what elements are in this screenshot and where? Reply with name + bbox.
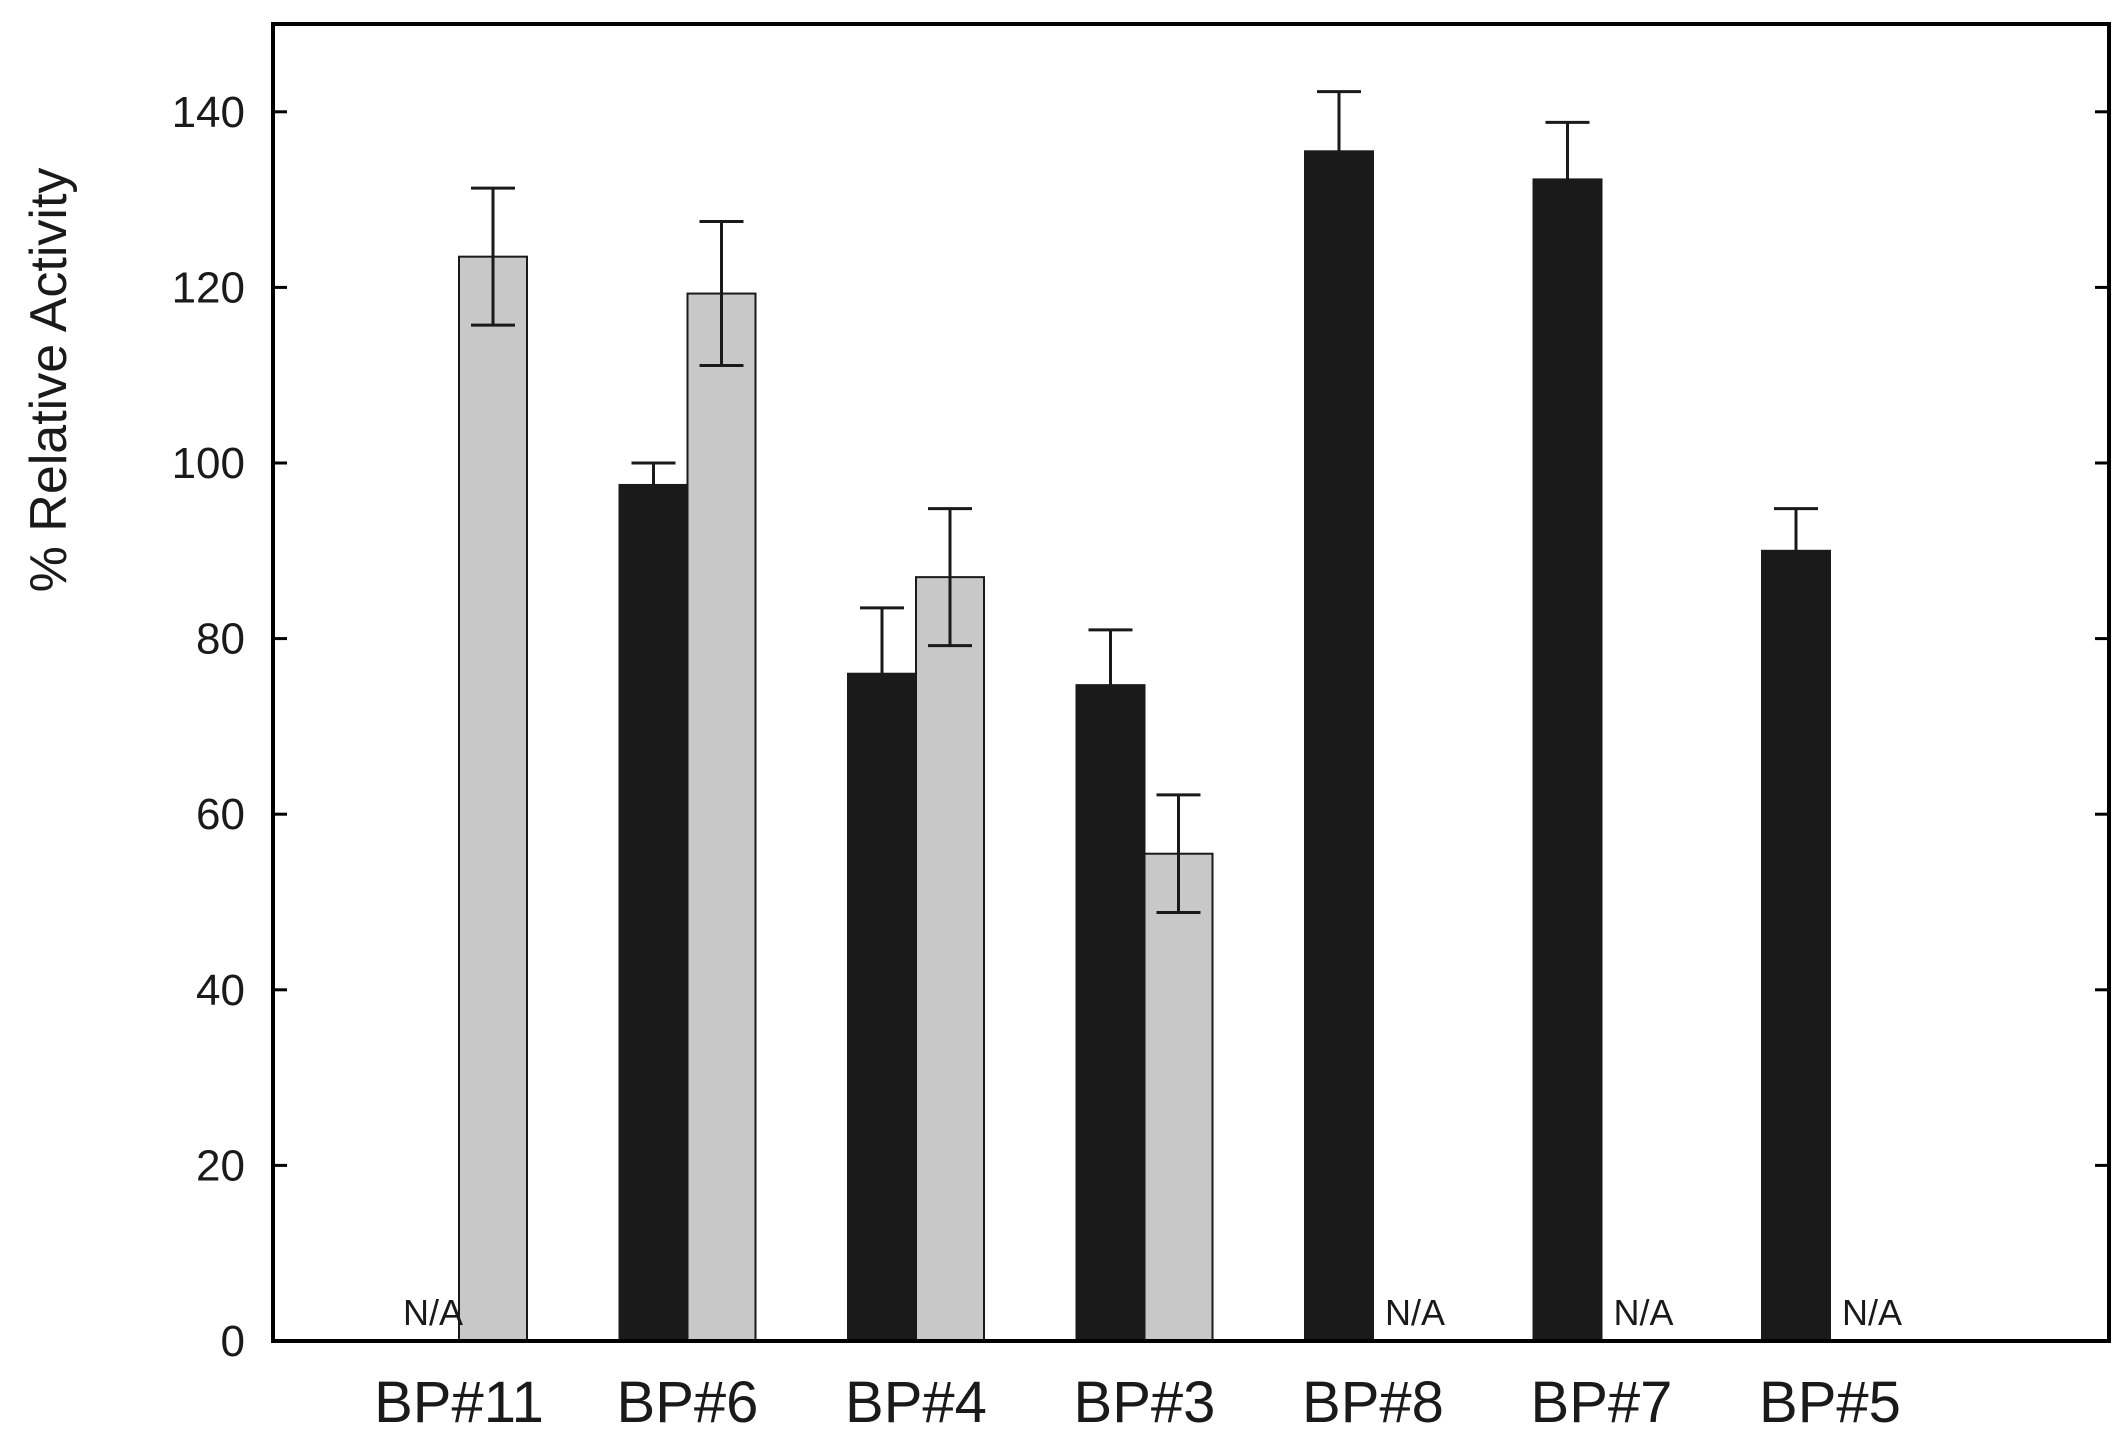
bar-BP#3-s1 xyxy=(1143,852,1214,1343)
bar-BP#6-s1 xyxy=(686,292,757,1342)
y-tick-label-60: 60 xyxy=(196,790,245,839)
category-label-BP#4: BP#4 xyxy=(845,1370,987,1435)
error-bar-BP#4-s1 xyxy=(928,507,972,648)
category-label-BP#7: BP#7 xyxy=(1531,1370,1673,1435)
y-tick-label-100: 100 xyxy=(172,439,245,488)
bar-BP#4-s0 xyxy=(847,672,917,1342)
category-label-BP#8: BP#8 xyxy=(1302,1370,1444,1435)
category-label-BP#6: BP#6 xyxy=(617,1370,759,1435)
error-bar-BP#4-s0 xyxy=(860,606,904,742)
bar-BP#5-s0 xyxy=(1761,549,1831,1342)
y-tick-label-40: 40 xyxy=(196,966,245,1015)
category-label-BP#5: BP#5 xyxy=(1759,1370,1901,1435)
error-bar-BP#6-s1 xyxy=(699,220,744,368)
error-bar-BP#3-s0 xyxy=(1088,628,1133,742)
x-axis: BP#11 BP#6 BP#4 BP#3 BP#8 BP#7 BP#5 xyxy=(374,1370,1901,1435)
y-tick-label-0: 0 xyxy=(221,1317,245,1366)
y-tick-label-140: 140 xyxy=(172,88,245,137)
error-bar-BP#11-s1 xyxy=(471,186,515,327)
error-bars-layer xyxy=(471,90,1818,915)
error-bar-BP#5-s0 xyxy=(1774,507,1818,595)
bar-BP#7-s0 xyxy=(1532,178,1603,1342)
bar-BP#3-s0 xyxy=(1075,684,1146,1342)
category-label-BP#3: BP#3 xyxy=(1074,1370,1216,1435)
na-label-BP#5-s1: N/A xyxy=(1842,1292,1902,1333)
na-label-BP#8-s1: N/A xyxy=(1385,1292,1445,1333)
bar-BP#6-s0 xyxy=(618,483,689,1342)
plot-frame xyxy=(271,22,2111,1343)
y-axis-title: % Relative Activity xyxy=(20,168,78,593)
na-label-BP#11-s0: N/A xyxy=(403,1292,463,1333)
y-axis: 0 20 40 60 80 100 120 140 xyxy=(172,88,2109,1366)
error-bar-BP#6-s0 xyxy=(631,461,676,509)
y-tick-label-80: 80 xyxy=(196,615,245,664)
error-bar-BP#7-s0 xyxy=(1545,120,1590,238)
y-tick-label-20: 20 xyxy=(196,1141,245,1190)
bar-BP#4-s1 xyxy=(915,576,985,1342)
y-tick-label-120: 120 xyxy=(172,263,245,312)
error-bar-BP#8-s0 xyxy=(1317,90,1361,213)
na-labels-layer: N/A N/A N/A N/A xyxy=(403,1292,1902,1333)
category-label-BP#11: BP#11 xyxy=(374,1370,544,1435)
bar-BP#11-s1 xyxy=(458,255,528,1342)
error-bar-BP#3-s1 xyxy=(1156,793,1201,915)
bar-BP#8-s0 xyxy=(1304,150,1374,1342)
na-label-BP#7-s1: N/A xyxy=(1613,1292,1673,1333)
bars-layer xyxy=(458,150,1831,1343)
